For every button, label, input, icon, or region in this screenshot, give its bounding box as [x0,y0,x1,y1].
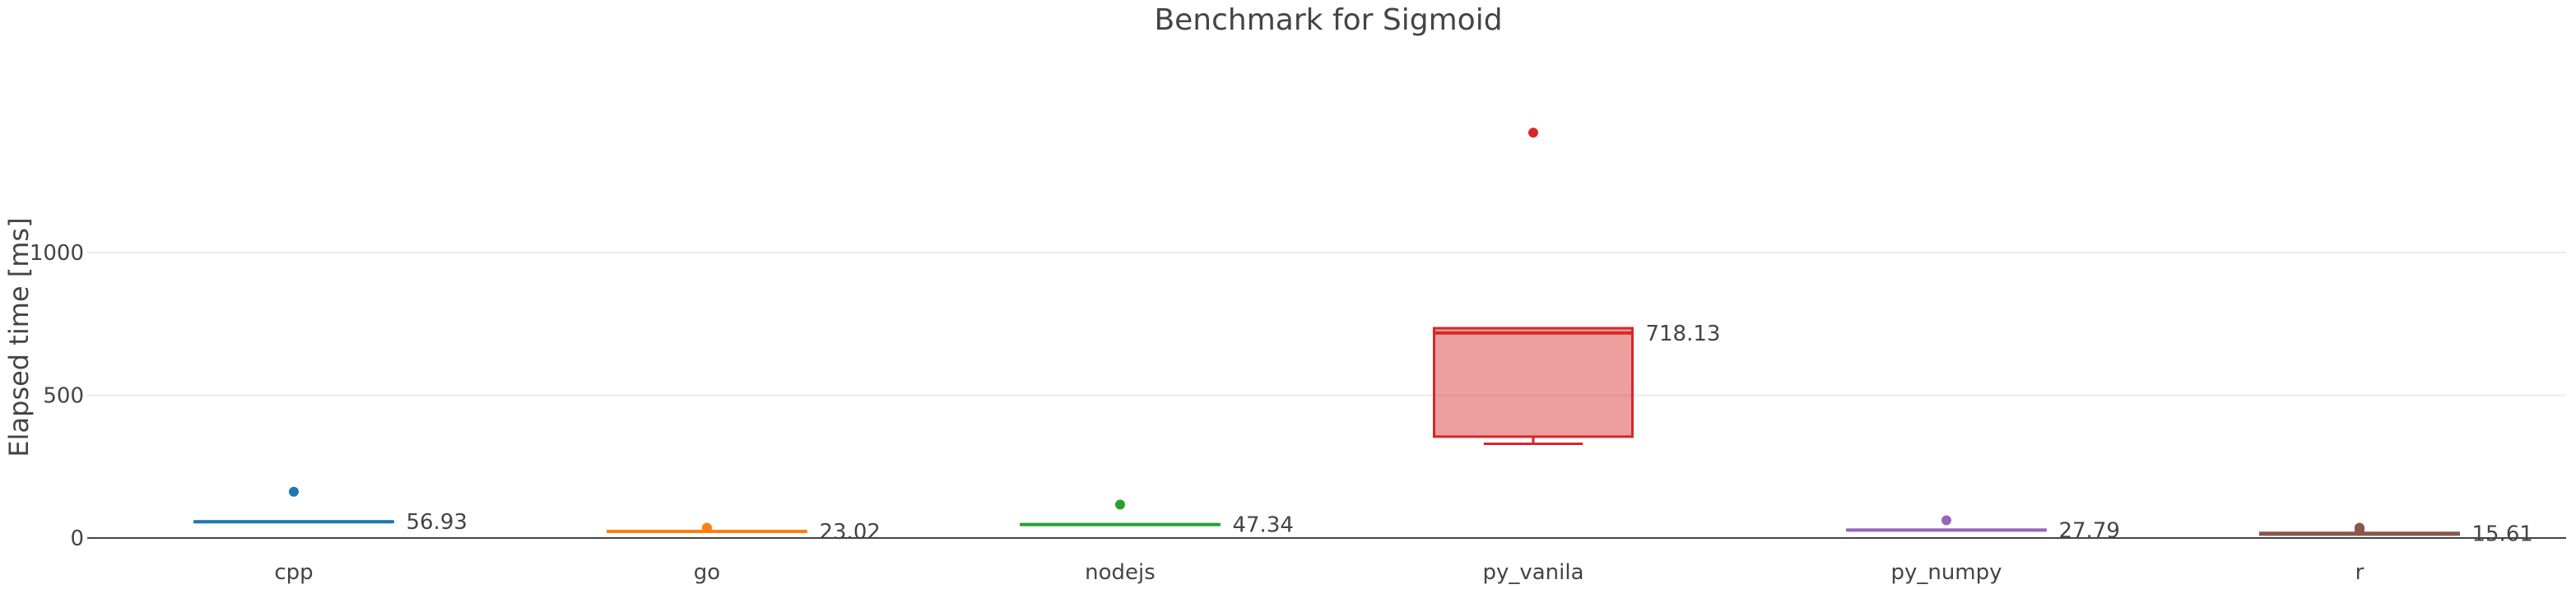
y-tick-label: 1000 [30,241,84,266]
chart-title: Benchmark for Sigmoid [1154,3,1502,37]
outlier-point [1941,515,1951,526]
median-value-label: 27.79 [2058,518,2119,543]
box-r: 15.61 [2259,522,2533,547]
box-cpp: 56.93 [193,486,467,535]
gridlines [87,252,2566,539]
median-value-label: 47.34 [1232,513,1293,538]
x-tick-label: nodejs [1085,560,1155,585]
box-go: 23.02 [607,520,881,545]
y-tick-labels: 0 500 1000 [30,241,84,551]
outlier-point [1528,128,1538,138]
x-tick-label: cpp [274,560,313,585]
box-nodejs: 47.34 [1020,499,1294,538]
x-tick-labels: cpp go nodejs py_vanila py_numpy r [274,560,2364,585]
outlier-point [289,486,299,497]
x-tick-label: go [694,560,720,585]
median-value-label: 56.93 [406,510,467,535]
box-body [1433,327,1634,438]
median-value-label: 23.02 [819,520,880,545]
y-tick-label: 500 [43,384,84,409]
outlier-point [702,522,712,533]
box-py_vanila: 718.13 [1433,128,1720,445]
outlier-point [1115,499,1125,510]
x-tick-label: py_numpy [1890,560,2002,585]
y-axis-title: Elapsed time [ms] [3,217,35,457]
median-value-label: 718.13 [1645,322,1720,346]
box-series: 56.93 23.02 47.34 718.13 27.79 15.61 [193,128,2533,547]
box-py_numpy: 27.79 [1846,515,2120,543]
outlier-point [2355,525,2364,536]
median-value-label: 15.61 [2471,522,2532,547]
x-tick-label: r [2355,560,2364,585]
y-tick-label: 0 [70,526,84,551]
x-tick-label: py_vanila [1482,560,1583,585]
